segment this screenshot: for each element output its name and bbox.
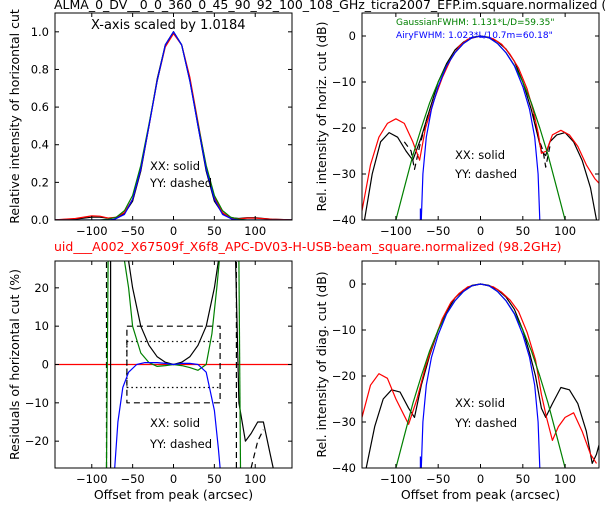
x-tick-label: 0 bbox=[170, 224, 177, 238]
series-group bbox=[362, 283, 599, 468]
series-group bbox=[362, 35, 599, 220]
x-tick-label: −50 bbox=[120, 224, 144, 238]
y-tick-label: 0 bbox=[349, 277, 356, 291]
chart-panel-1: −100 −50 0 50 100 0.0 0.2 0.4 0.6 0.8 1.0 Relative … bbox=[7, 9, 293, 238]
x-tick-label: −100 bbox=[380, 472, 412, 486]
x-tick-label: −50 bbox=[426, 224, 450, 238]
annotation-text: XX: solid bbox=[150, 159, 200, 173]
y-tick-label: 0.4 bbox=[31, 138, 49, 152]
x-tick-label: −100 bbox=[76, 224, 108, 238]
figure-subtitle: uid___A002_X67509f_X6f8_APC-DV03-H-USB-b… bbox=[54, 239, 562, 254]
x-tick-label: −50 bbox=[120, 472, 144, 486]
annotation-text: XX: solid bbox=[455, 148, 505, 162]
y-tick-label: 0.2 bbox=[31, 175, 49, 189]
y-tick-label: 20 bbox=[34, 281, 49, 295]
x-tick-label: 50 bbox=[516, 472, 531, 486]
y-tick-label: −20 bbox=[332, 369, 356, 383]
series-line-2 bbox=[403, 114, 429, 170]
x-tick-label: 0 bbox=[477, 224, 484, 238]
y-axis-label: Rel. intensity of horiz. cut (dB) bbox=[314, 21, 329, 211]
series-line-15 bbox=[114, 362, 221, 468]
y-tick-label: −40 bbox=[332, 461, 356, 475]
x-tick-label: 100 bbox=[244, 472, 266, 486]
series-group bbox=[55, 261, 292, 468]
series-line-2 bbox=[362, 283, 598, 464]
series-group bbox=[55, 31, 292, 220]
y-tick-label: 0.6 bbox=[31, 100, 49, 114]
x-tick-label: −50 bbox=[426, 472, 450, 486]
x-tick-label: 50 bbox=[207, 224, 222, 238]
x-tick-label: 100 bbox=[554, 472, 576, 486]
plot-area bbox=[55, 13, 292, 220]
series-line-14 bbox=[238, 261, 242, 468]
plot-area bbox=[362, 261, 599, 468]
x-axis-label: Offset from peak (arcsec) bbox=[401, 487, 560, 502]
figure-title: ALMA_0_DV__0_0_360_0_45_90_92_100_108_GH… bbox=[54, 0, 606, 12]
y-tick-label: −10 bbox=[25, 396, 49, 410]
y-tick-label: 0 bbox=[42, 358, 49, 372]
annotation-text: XX: solid bbox=[150, 416, 200, 430]
x-tick-label: −100 bbox=[76, 472, 108, 486]
plot-area bbox=[362, 13, 599, 220]
x-tick-label: 100 bbox=[244, 224, 266, 238]
y-tick-label: 0.8 bbox=[31, 62, 49, 76]
series-line-7 bbox=[126, 325, 221, 404]
y-tick-label: 1.0 bbox=[31, 25, 49, 39]
annotation-text: YY: dashed bbox=[149, 437, 212, 451]
x-tick-label: 100 bbox=[554, 224, 576, 238]
y-tick-label: 10 bbox=[34, 319, 49, 333]
annotation-text: YY: dashed bbox=[454, 416, 517, 430]
series-line-6 bbox=[420, 35, 541, 220]
y-tick-label: −10 bbox=[332, 323, 356, 337]
x-axis-label: Offset from peak (arcsec) bbox=[94, 487, 253, 502]
x-tick-label: 50 bbox=[516, 224, 531, 238]
y-axis-label: Relative intensity of horizontal cut bbox=[7, 9, 22, 224]
y-axis-label: Rel. intensity of diag. cut (dB) bbox=[314, 271, 329, 457]
x-tick-label: 0 bbox=[477, 472, 484, 486]
legend-entry: AiryFWHM: 1.023*L/10.7m=60.18" bbox=[396, 31, 553, 41]
y-axis-label: Residuals of horizontal cut (%) bbox=[7, 269, 22, 460]
annotation-text: YY: dashed bbox=[454, 167, 517, 181]
y-tick-label: −10 bbox=[332, 75, 356, 89]
legend-entry: GaussianFWHM: 1.131*L/D=59.35" bbox=[396, 18, 554, 28]
annotation-text: XX: solid bbox=[455, 396, 505, 410]
y-tick-label: −40 bbox=[332, 213, 356, 227]
y-tick-label: 0 bbox=[349, 29, 356, 43]
y-tick-label: −20 bbox=[332, 121, 356, 135]
x-tick-label: −100 bbox=[380, 224, 412, 238]
series-line-12 bbox=[105, 261, 109, 468]
y-tick-label: 0.0 bbox=[31, 213, 49, 227]
y-tick-label: −30 bbox=[332, 415, 356, 429]
series-line-4 bbox=[420, 283, 541, 468]
y-tick-label: −20 bbox=[25, 434, 49, 448]
series-line-3 bbox=[532, 114, 551, 168]
x-tick-label: 0 bbox=[170, 472, 177, 486]
annotation-text: YY: dashed bbox=[149, 176, 212, 190]
series-line-4 bbox=[55, 31, 292, 220]
x-tick-label: 50 bbox=[207, 472, 222, 486]
series-line-4 bbox=[362, 35, 599, 211]
annotation-text: X-axis scaled by 1.0184 bbox=[91, 18, 246, 33]
y-tick-label: −30 bbox=[332, 167, 356, 181]
